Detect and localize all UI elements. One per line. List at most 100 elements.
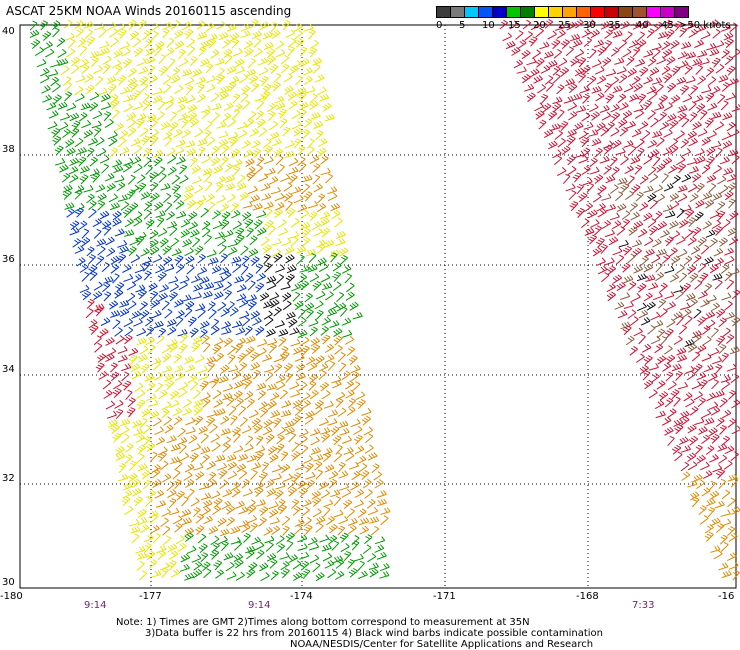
wind-barb — [226, 571, 237, 580]
wind-barb — [297, 145, 306, 156]
wind-barb — [651, 373, 660, 383]
wind-barb — [162, 473, 172, 483]
wind-barb — [255, 445, 266, 454]
wind-barb — [131, 370, 142, 380]
wind-barb — [315, 290, 326, 300]
wind-barb — [345, 452, 355, 462]
wind-barb — [164, 424, 174, 434]
wind-barb — [124, 326, 134, 337]
wind-barb — [709, 19, 720, 29]
legend-label: 0 — [436, 20, 443, 31]
wind-barb — [346, 406, 356, 416]
wind-barb — [595, 237, 605, 248]
wind-barb — [83, 21, 94, 29]
wind-barb — [652, 48, 661, 59]
wind-barb — [552, 96, 563, 105]
lat-label-36: 36 — [2, 254, 15, 265]
wind-barb — [637, 302, 647, 312]
wind-barb — [344, 273, 353, 284]
wind-barb — [173, 515, 183, 525]
wind-barb — [637, 228, 648, 238]
wind-barb — [184, 532, 194, 542]
wind-barb — [687, 130, 697, 140]
wind-barb — [643, 155, 653, 165]
wind-barb — [201, 227, 211, 238]
wind-barb — [285, 29, 295, 39]
wind-barb — [262, 83, 272, 94]
wind-barb — [720, 100, 729, 111]
wind-barb — [641, 343, 652, 353]
wind-barb — [241, 85, 251, 95]
wind-barb — [147, 344, 156, 355]
wind-barb — [163, 192, 172, 203]
wind-barb — [689, 272, 699, 283]
wind-barb — [114, 327, 123, 337]
wind-barb — [139, 127, 149, 137]
wind-barb — [278, 227, 289, 236]
wind-barb — [597, 46, 607, 56]
wind-barb — [232, 263, 241, 273]
wind-barb — [653, 319, 664, 329]
wind-barb — [206, 461, 216, 470]
wind-barb — [199, 380, 209, 391]
wind-barb — [710, 433, 720, 444]
wind-barb — [189, 156, 198, 167]
wind-barb — [132, 428, 143, 436]
wind-barb — [159, 237, 169, 248]
wind-barb — [293, 346, 303, 355]
wind-barb — [647, 166, 657, 177]
wind-barb — [655, 262, 663, 273]
wind-barb — [250, 361, 261, 371]
wind-barb — [213, 337, 224, 347]
wind-barb — [192, 389, 201, 400]
legend-swatch — [478, 6, 493, 18]
wind-barb — [136, 174, 146, 184]
wind-barb — [47, 69, 59, 77]
wind-barb — [324, 343, 334, 354]
wind-barb — [656, 328, 666, 339]
wind-barb — [570, 33, 581, 42]
wind-barb — [144, 38, 153, 49]
wind-barb — [235, 227, 245, 238]
wind-barb — [667, 164, 678, 174]
wind-barb — [264, 208, 273, 218]
wind-barb — [567, 128, 577, 138]
wind-barb — [682, 308, 692, 318]
wind-barb — [331, 540, 340, 551]
wind-barb — [643, 355, 653, 365]
wind-barb — [136, 453, 145, 464]
wind-barb — [103, 276, 114, 284]
wind-barb — [339, 482, 350, 491]
wind-barb — [299, 280, 310, 291]
wind-barb — [214, 57, 225, 66]
wind-barb — [75, 27, 84, 38]
wind-barb — [137, 508, 147, 519]
wind-barb — [174, 84, 184, 95]
wind-barb — [667, 408, 677, 418]
wind-barb — [169, 111, 178, 122]
wind-barb — [257, 338, 268, 347]
wind-barb — [122, 380, 132, 391]
wind-barb — [316, 203, 327, 213]
wind-barb — [292, 399, 303, 409]
wind-barb — [198, 46, 207, 57]
wind-barb — [714, 390, 725, 398]
wind-barb — [247, 514, 258, 524]
wind-barb — [222, 488, 233, 498]
wind-barb — [166, 147, 176, 157]
wind-barb — [45, 48, 55, 58]
wind-barb — [337, 351, 346, 362]
wind-barb — [174, 460, 183, 471]
wind-barb — [289, 65, 299, 75]
wind-barb — [720, 541, 729, 552]
wind-barb — [339, 247, 349, 257]
wind-barb — [294, 406, 304, 416]
wind-barb — [180, 229, 190, 239]
wind-barb — [101, 163, 110, 174]
wind-barb — [126, 112, 137, 122]
wind-barb — [141, 408, 151, 418]
wind-barb — [665, 371, 674, 382]
wind-barb — [359, 525, 369, 535]
legend-label: 45 — [661, 20, 674, 31]
wind-barb — [117, 473, 129, 482]
